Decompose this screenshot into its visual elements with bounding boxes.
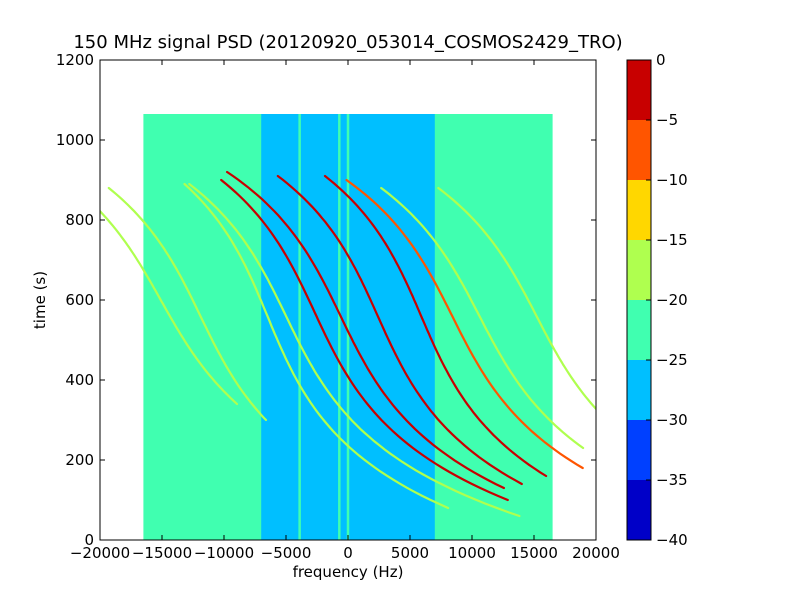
colorbar-segment-7 xyxy=(627,60,651,120)
colorbar-tick-label-2: −30 xyxy=(656,411,688,429)
colorbar-segment-2 xyxy=(627,360,651,420)
doppler-trace-10 xyxy=(437,186,596,411)
y-tick-label-6: 1200 xyxy=(56,51,94,69)
doppler-trace-4 xyxy=(220,178,509,502)
colorbar-tick-label-1: −35 xyxy=(656,471,688,489)
doppler-trace-8 xyxy=(345,178,584,470)
colorbar-tick-label-8: 0 xyxy=(656,51,666,69)
colorbar-tick-label-6: −10 xyxy=(656,171,688,189)
colorbar-tick-label-7: −5 xyxy=(656,111,678,129)
x-axis: −20000 −15000 −10000 −5000 0 5000 10000 15000 20… xyxy=(70,60,620,562)
doppler-trace-7 xyxy=(323,174,548,478)
colorbar: −40 −35 −30 −25 −20 −15 −10 −5 0 xyxy=(626,51,688,549)
heatmap xyxy=(100,114,596,540)
colorbar-segment-0 xyxy=(627,480,651,540)
y-tick-label-5: 1000 xyxy=(56,131,94,149)
x-tick-label-6: 10000 xyxy=(448,544,496,562)
y-tick-label-1: 200 xyxy=(65,451,94,469)
doppler-trace-6 xyxy=(276,174,523,486)
x-axis-label: frequency (Hz) xyxy=(293,563,404,581)
doppler-trace-1 xyxy=(107,186,268,422)
colorbar-segment-6 xyxy=(627,120,651,180)
x-tick-label-3: −5000 xyxy=(261,544,312,562)
colorbar-segment-3 xyxy=(627,300,651,360)
x-tick-label-7: 15000 xyxy=(510,544,558,562)
colorbar-tick-label-3: −25 xyxy=(656,351,688,369)
colorbar-tick-label-0: −40 xyxy=(656,531,688,549)
doppler-trace-9 xyxy=(380,186,585,450)
y-axis-label: time (s) xyxy=(31,271,49,329)
doppler-trace-3 xyxy=(188,182,521,518)
colorbar-tick-label-4: −20 xyxy=(656,291,688,309)
y-tick-label-0: 0 xyxy=(84,531,94,549)
doppler-trace-0 xyxy=(100,209,239,406)
x-tick-label-4: 0 xyxy=(343,544,353,562)
doppler-trace-2 xyxy=(183,182,450,510)
chart-title: 150 MHz signal PSD (20120920_053014_COSM… xyxy=(73,32,622,53)
y-tick-label-4: 800 xyxy=(65,211,94,229)
colorbar-segment-5 xyxy=(627,180,651,240)
doppler-trace-5 xyxy=(226,170,505,490)
colorbar-segment-4 xyxy=(627,240,651,300)
x-tick-label-0: −20000 xyxy=(70,544,130,562)
x-tick-label-8: 20000 xyxy=(572,544,620,562)
x-tick-label-5: 5000 xyxy=(391,544,429,562)
colorbar-segment-1 xyxy=(627,420,651,480)
colorbar-tick-label-5: −15 xyxy=(656,231,688,249)
y-axis: 0 200 400 600 800 1000 1200 xyxy=(56,51,596,549)
x-tick-label-2: −10000 xyxy=(194,544,254,562)
y-tick-label-3: 600 xyxy=(65,291,94,309)
plot-area xyxy=(100,60,596,540)
x-tick-label-1: −15000 xyxy=(132,544,192,562)
y-tick-label-2: 400 xyxy=(65,371,94,389)
